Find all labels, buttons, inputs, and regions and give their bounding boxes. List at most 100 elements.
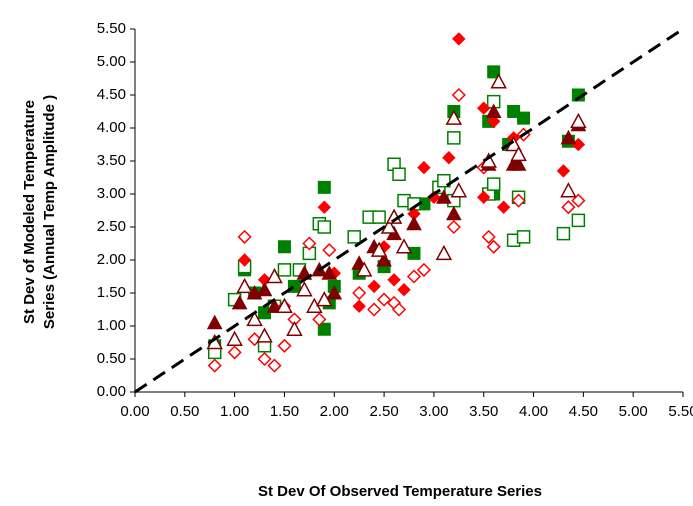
triangle-marker — [316, 291, 333, 307]
square-marker — [571, 213, 586, 228]
y-tick-label: 5.50 — [97, 20, 126, 37]
triangle-marker — [256, 327, 273, 343]
diamond-marker — [377, 292, 392, 307]
diamond-marker — [257, 351, 272, 367]
x-tick-label: 0.50 — [170, 403, 199, 420]
diamond-marker — [406, 269, 422, 284]
square-marker — [407, 246, 421, 260]
square-marker — [516, 230, 531, 244]
diamond-marker — [477, 101, 491, 115]
diamond-marker — [416, 262, 432, 277]
diamond-marker — [446, 219, 461, 235]
triangle-marker — [436, 189, 452, 204]
square-marker — [347, 230, 361, 244]
y-tick-label: 2.50 — [97, 218, 126, 235]
y-tick-label: 2.00 — [97, 251, 126, 268]
diamond-marker — [207, 358, 222, 373]
triangle-marker — [231, 294, 248, 310]
triangle-marker — [236, 277, 253, 294]
triangle-marker — [266, 298, 283, 313]
square-marker — [317, 180, 331, 194]
x-tick-label: 0.00 — [120, 403, 149, 420]
diamond-marker — [391, 302, 407, 317]
diamond-marker — [277, 338, 292, 353]
x-tick-label: 1.00 — [220, 403, 249, 420]
triangle-marker — [450, 182, 468, 198]
triangle-marker — [485, 103, 502, 118]
y-axis-title: Series (Annual Temp Amplitude ) — [41, 95, 58, 329]
triangle-marker — [570, 112, 587, 129]
y-tick-label: 4.50 — [97, 86, 126, 103]
square-marker — [372, 210, 386, 224]
square-marker — [277, 263, 292, 277]
triangle-marker — [296, 281, 313, 297]
triangle-marker — [435, 244, 453, 261]
square-marker — [556, 226, 571, 241]
triangle-marker — [376, 251, 392, 267]
y-tick-label: 1.00 — [97, 317, 126, 334]
square-marker — [317, 220, 332, 234]
diamond-marker — [442, 150, 456, 165]
x-tick-label: 1.50 — [270, 403, 299, 420]
square-marker — [258, 306, 272, 320]
triangle-marker — [321, 265, 338, 280]
diamond-marker — [561, 200, 576, 215]
triangle-marker — [406, 215, 422, 231]
triangle-marker — [510, 156, 527, 171]
diamond-marker — [267, 358, 282, 373]
triangle-marker — [226, 330, 243, 346]
diamond-marker — [417, 160, 431, 175]
triangle-marker — [560, 182, 577, 198]
diamond-marker — [227, 345, 242, 360]
triangle-marker — [246, 310, 263, 327]
x-tick-label: 2.00 — [320, 403, 349, 420]
diamond-marker — [322, 243, 337, 258]
y-tick-label: 5.00 — [97, 53, 126, 70]
square-marker — [277, 240, 291, 254]
diamond-marker — [352, 285, 367, 301]
triangle-marker — [355, 261, 373, 277]
triangle-marker — [560, 129, 577, 145]
square-marker — [486, 94, 501, 109]
diamond-marker — [481, 229, 496, 244]
square-marker — [447, 131, 461, 145]
square-marker — [486, 177, 501, 191]
diamond-marker — [451, 87, 466, 103]
diamond-marker — [397, 282, 411, 297]
diamond-marker — [352, 299, 366, 313]
diamond-marker — [317, 200, 332, 214]
diamond-marker — [486, 114, 501, 129]
triangle-marker — [266, 267, 283, 284]
x-tick-label: 4.50 — [569, 403, 598, 420]
diamond-marker — [302, 236, 317, 251]
triangle-marker — [490, 73, 507, 89]
triangle-marker — [276, 297, 293, 313]
diamond-marker — [237, 229, 252, 244]
diamond-marker — [312, 312, 327, 327]
triangle-marker — [510, 145, 527, 162]
x-tick-label: 5.50 — [668, 403, 693, 420]
diamond-marker — [387, 273, 401, 287]
triangle-marker — [370, 241, 388, 257]
x-tick-label: 3.50 — [469, 403, 498, 420]
x-axis-title: St Dev Of Observed Temperature Series — [258, 483, 542, 500]
x-tick-label: 5.00 — [619, 403, 648, 420]
diamond-marker — [496, 200, 511, 214]
triangle-marker — [256, 281, 273, 297]
x-tick-label: 2.50 — [369, 403, 398, 420]
y-tick-label: 1.50 — [97, 284, 126, 301]
square-marker — [392, 167, 406, 181]
x-tick-label: 3.00 — [419, 403, 448, 420]
diamond-marker — [452, 32, 466, 46]
diamond-marker — [511, 193, 526, 208]
diamond-marker — [486, 239, 501, 254]
diamond-marker — [237, 253, 252, 267]
y-tick-label: 3.50 — [97, 152, 126, 169]
triangle-marker — [395, 238, 413, 254]
diamond-marker — [367, 302, 382, 317]
diamond-marker — [367, 279, 381, 294]
triangle-marker — [286, 320, 303, 337]
triangle-marker — [206, 314, 223, 330]
diamond-marker — [477, 190, 491, 205]
